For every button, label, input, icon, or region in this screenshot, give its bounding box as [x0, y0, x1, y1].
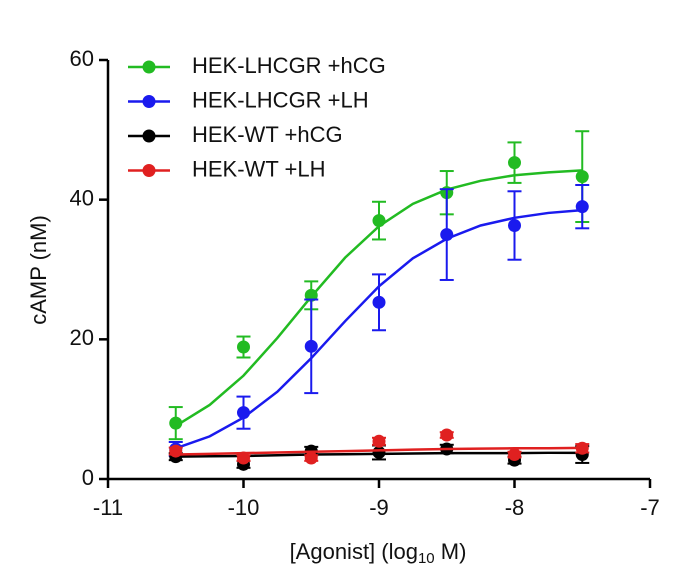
point [372, 295, 386, 309]
legend-marker [142, 60, 156, 74]
point [508, 156, 521, 170]
point [372, 214, 386, 228]
point [169, 444, 183, 458]
legend-marker [142, 129, 156, 143]
x-axis-label-text: [Agonist] (log [290, 539, 418, 564]
point [304, 451, 318, 465]
legend-marker [142, 164, 156, 177]
x-tick-label: -7 [640, 495, 660, 520]
point [440, 428, 454, 442]
x-axis-label: [Agonist] (log10 M) [290, 539, 467, 567]
y-tick-label: 40 [70, 185, 94, 210]
point [508, 219, 521, 233]
point [575, 170, 589, 184]
x-axis-label-after: M) [435, 539, 467, 564]
point [440, 228, 454, 242]
legend-label: HEK-LHCGR +hCG [192, 53, 386, 78]
point [372, 445, 386, 459]
legend-label: HEK-LHCGR +LH [192, 87, 369, 112]
x-tick-label: -10 [228, 495, 260, 520]
x-tick-label: -9 [369, 495, 389, 520]
x-tick-label: -11 [93, 495, 123, 520]
point [237, 340, 250, 354]
legend-label: HEK-WT +hCG [192, 122, 343, 147]
point [372, 434, 386, 448]
point [575, 441, 589, 455]
point [237, 406, 250, 420]
x-axis-label-sub: 10 [418, 550, 435, 567]
x-tick-label: -8 [505, 495, 525, 520]
y-tick-label: 20 [70, 325, 94, 350]
y-tick-label: 0 [82, 465, 94, 490]
point [508, 448, 521, 462]
point [169, 416, 183, 430]
y-axis-label: cAMP (nM) [26, 215, 51, 325]
point [575, 200, 589, 214]
legend-label: HEK-WT +LH [192, 156, 325, 181]
legend-marker [142, 95, 156, 108]
point [237, 451, 250, 465]
y-tick-label: 60 [70, 46, 94, 71]
point [304, 339, 318, 353]
